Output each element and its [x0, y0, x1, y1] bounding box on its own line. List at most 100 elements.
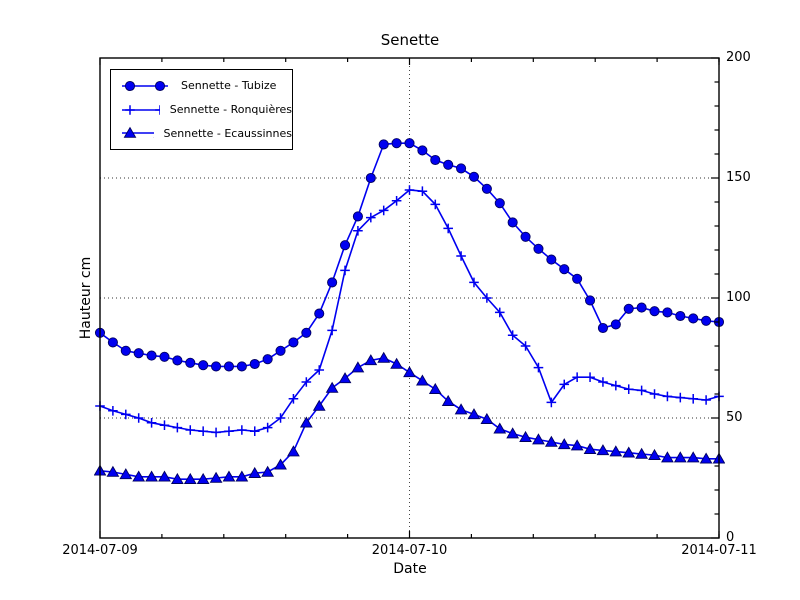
legend: Sennette - Tubize Sennette - Ronquières …: [110, 69, 293, 150]
plus-marker: [507, 330, 518, 340]
plus-marker: [224, 426, 234, 436]
circle-marker: [378, 139, 389, 150]
plus-marker: [417, 186, 428, 196]
plus-marker: [340, 265, 350, 276]
triangle-marker: [596, 444, 610, 456]
circle-marker: [623, 303, 634, 314]
circle-marker: [198, 360, 209, 371]
y-axis-label: Hauteur cm: [78, 256, 94, 340]
circle-marker: [120, 345, 131, 356]
circle-marker: [688, 313, 699, 324]
triangle-marker: [609, 445, 623, 457]
triangle-marker: [170, 472, 184, 484]
plus-marker: [211, 427, 221, 438]
plus-marker: [701, 395, 711, 405]
circle-marker: [572, 273, 583, 284]
plus-marker: [172, 422, 183, 433]
y-tick-label: 50: [726, 410, 743, 425]
legend-sample-circle-icon: [122, 80, 168, 91]
triangle-marker: [132, 470, 146, 482]
circle-marker: [417, 145, 428, 156]
circle-marker: [610, 319, 621, 330]
circle-marker: [481, 183, 492, 194]
circle-marker: [352, 211, 363, 222]
triangle-marker: [403, 366, 416, 378]
plus-marker: [494, 307, 505, 318]
plus-marker: [155, 104, 160, 115]
circle-marker: [430, 154, 441, 166]
triangle-marker: [338, 372, 352, 384]
circle-marker: [133, 348, 144, 359]
triangle-marker: [390, 357, 403, 369]
plus-marker: [301, 377, 312, 387]
legend-item: Sennette - Ecaussinnes: [119, 125, 292, 141]
circle-marker: [494, 198, 505, 209]
triangle-marker: [519, 430, 532, 442]
plus-marker: [585, 372, 595, 382]
circle-marker: [533, 243, 544, 254]
plus-marker: [469, 277, 479, 288]
circle-marker: [288, 337, 299, 348]
circle-marker: [546, 254, 557, 265]
plus-marker: [662, 391, 673, 402]
triangle-marker: [248, 466, 262, 478]
plus-marker: [598, 377, 608, 387]
legend-sample-plus-icon: [122, 104, 160, 115]
y-tick-label: 200: [726, 50, 751, 65]
plus-marker: [623, 384, 634, 394]
plus-marker: [675, 392, 686, 403]
triangle-marker: [570, 439, 584, 451]
triangle-marker: [183, 472, 197, 484]
circle-marker: [185, 357, 196, 368]
circle-marker: [662, 307, 673, 318]
legend-label: Sennette - Ronquières: [169, 103, 292, 116]
plus-marker: [443, 223, 453, 234]
plus-marker: [353, 226, 363, 236]
triangle-marker: [416, 374, 429, 386]
circle-marker: [597, 322, 608, 334]
circle-marker: [675, 310, 686, 322]
x-axis-label: Date: [393, 561, 427, 577]
triangle-marker: [635, 447, 649, 459]
circle-marker: [701, 315, 712, 326]
triangle-marker: [351, 361, 365, 373]
plus-marker: [404, 185, 415, 195]
plus-marker: [391, 196, 402, 206]
circle-marker: [301, 327, 312, 338]
triangle-marker: [325, 381, 339, 393]
plus-marker: [520, 341, 531, 351]
triangle-marker: [235, 470, 249, 482]
triangle-marker: [428, 382, 442, 394]
circle-marker: [314, 308, 325, 319]
triangle-marker: [557, 438, 571, 450]
chart-title: Senette: [380, 31, 440, 49]
plus-marker: [288, 394, 299, 404]
circle-marker: [443, 159, 454, 170]
triangle-marker: [532, 433, 545, 445]
triangle-marker: [123, 126, 137, 138]
plus-marker: [688, 394, 699, 404]
triangle-marker: [441, 394, 455, 406]
circle-marker: [584, 295, 596, 306]
plus-marker: [572, 372, 582, 382]
plus-marker: [275, 413, 286, 423]
triangle-marker: [145, 470, 158, 482]
plus-marker: [378, 205, 389, 216]
triangle-marker: [699, 452, 713, 464]
circle-marker: [159, 351, 170, 362]
circle-marker: [211, 361, 222, 372]
plus-marker: [327, 325, 337, 336]
plus-marker: [611, 380, 621, 391]
plus-marker: [185, 425, 196, 435]
x-tick-label: 2014-07-10: [371, 543, 448, 558]
triangle-marker: [287, 445, 300, 457]
triangle-marker: [648, 448, 661, 460]
triangle-marker: [622, 446, 636, 458]
legend-item: Sennette - Tubize: [119, 78, 292, 94]
y-tick-label: 100: [726, 290, 751, 305]
triangle-marker: [467, 408, 481, 420]
circle-marker: [107, 337, 118, 348]
triangle-marker: [454, 403, 468, 415]
triangle-marker: [583, 442, 597, 454]
triangle-marker: [480, 412, 494, 424]
